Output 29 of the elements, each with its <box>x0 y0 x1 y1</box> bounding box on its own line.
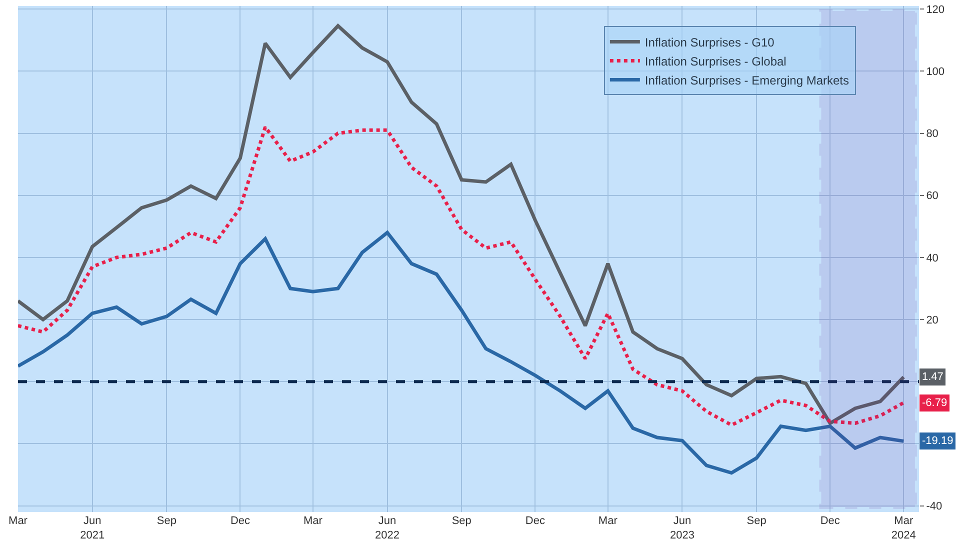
x-tick-label: Sep <box>156 515 176 527</box>
legend-label: Inflation Surprises - G10 <box>644 35 775 50</box>
x-tick-label: Mar <box>598 515 618 527</box>
x-tick-label: Sep <box>452 515 472 527</box>
legend-label: Inflation Surprises - Global <box>644 54 786 68</box>
x-tick-label: Mar 2024 <box>891 515 916 542</box>
x-tick-label: Jun 2023 <box>670 515 694 542</box>
x-tick-label: Dec <box>525 515 546 527</box>
x-tick-label: Jun 2022 <box>375 515 400 542</box>
data-label: -19.19 <box>922 435 954 447</box>
line-series <box>18 230 906 475</box>
y-tick-label: 40 <box>926 252 938 264</box>
legend-label: Inflation Surprises - Emerging Markets <box>644 73 850 88</box>
x-tick-label: Dec <box>820 515 840 527</box>
y-tick-label: 100 <box>926 66 945 78</box>
x-tick-label: Jun 2021 <box>80 515 105 542</box>
x-tick-label: Dec <box>230 515 250 527</box>
y-tick-label: 60 <box>926 190 938 202</box>
data-label: -6.79 <box>922 397 948 409</box>
x-tick-label: Mar <box>8 515 28 527</box>
y-tick-label: 120 <box>926 4 945 16</box>
y-tick-label: 80 <box>926 128 938 140</box>
x-tick-label: Mar <box>303 515 323 527</box>
line-series <box>18 125 906 427</box>
data-label: 1.47 <box>922 371 944 383</box>
line-series <box>18 24 906 425</box>
y-tick-label: -40 <box>926 500 942 513</box>
x-tick-label: Sep <box>746 515 766 527</box>
y-tick-label: 20 <box>926 314 938 326</box>
